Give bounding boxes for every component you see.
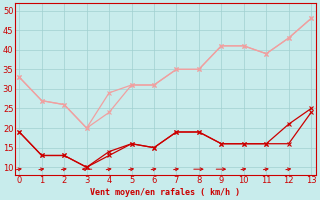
X-axis label: Vent moyen/en rafales ( km/h ): Vent moyen/en rafales ( km/h ) xyxy=(90,188,240,197)
